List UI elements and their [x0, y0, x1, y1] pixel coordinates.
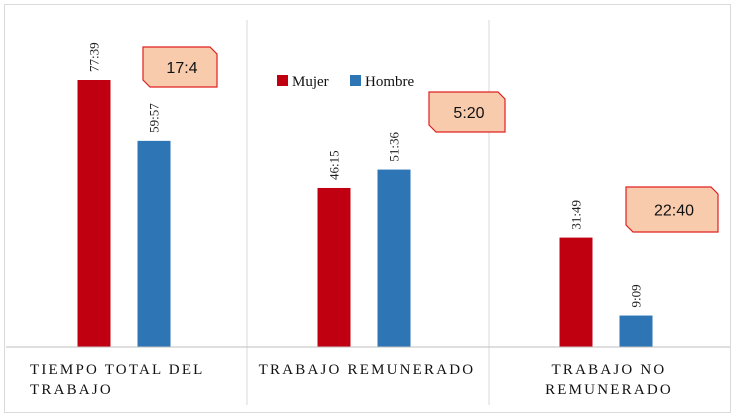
- value-label-mujer-2: 46:15: [327, 150, 342, 180]
- value-label-hombre-1: 59:57: [147, 103, 162, 133]
- category-label-2: TRABAJO REMUNERADO: [259, 362, 476, 378]
- bar-hombre-1: [137, 140, 171, 347]
- difference-label-2: 5:20: [453, 105, 484, 122]
- value-label-mujer-3: 31:49: [569, 200, 584, 230]
- value-label-hombre-3: 9:09: [629, 284, 644, 307]
- category-label-3-line-1: TRABAJO NO: [552, 362, 667, 378]
- category-label-3-line-2: REMUNERADO: [545, 382, 673, 398]
- difference-label-3: 22:40: [654, 203, 694, 220]
- legend-label-hombre: Hombre: [365, 74, 414, 90]
- bar-mujer-2: [317, 187, 351, 347]
- difference-label-1: 17:4: [166, 60, 197, 77]
- value-label-mujer-1: 77:39: [87, 42, 102, 72]
- category-label-1-line-2: TRABAJO: [30, 382, 113, 398]
- category-label-1-line-1: TIEMPO TOTAL DEL: [30, 362, 205, 378]
- legend-label-mujer: Mujer: [292, 74, 329, 90]
- legend-swatch-mujer: [277, 75, 288, 86]
- bar-mujer-1: [77, 80, 111, 347]
- legend-swatch-hombre: [350, 75, 361, 86]
- difference-callout-2: [428, 91, 506, 133]
- difference-callout-3: [625, 186, 719, 233]
- bar-mujer-3: [559, 237, 593, 347]
- bar-hombre-3: [619, 315, 653, 347]
- difference-callout-1: [142, 46, 218, 88]
- value-label-hombre-2: 51:36: [387, 131, 402, 161]
- bar-hombre-2: [377, 169, 411, 347]
- chart-frame: [4, 4, 731, 413]
